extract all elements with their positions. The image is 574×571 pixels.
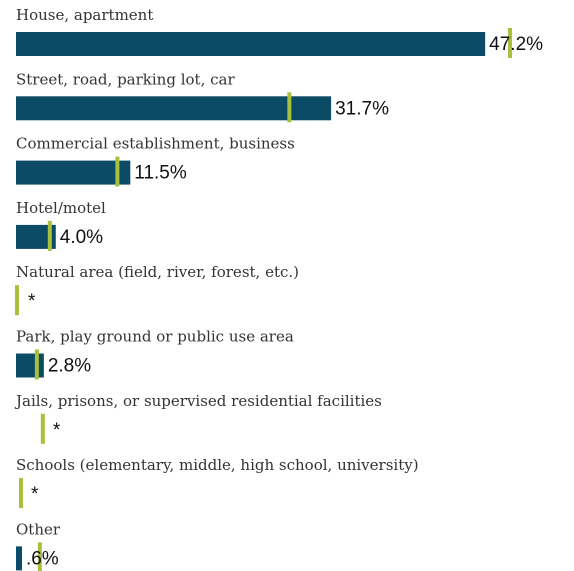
category-label: Commercial establishment, business	[16, 135, 295, 153]
value-label: 4.0%	[60, 227, 103, 248]
category-label: Park, play ground or public use area	[16, 328, 294, 346]
value-label: 31.7%	[335, 98, 389, 119]
marker	[40, 413, 45, 444]
category-label: Jails, prisons, or supervised residentia…	[14, 392, 382, 410]
category-label: Hotel/motel	[16, 199, 106, 217]
value-label: *	[31, 484, 39, 505]
marker	[34, 349, 39, 380]
category-label: House, apartment	[16, 6, 153, 24]
marker	[115, 156, 120, 187]
value-label: 47.2%	[489, 34, 543, 55]
category-label: Other	[16, 520, 61, 538]
value-label: *	[28, 291, 36, 312]
marker	[14, 285, 19, 316]
marker	[18, 478, 23, 509]
marker	[37, 542, 42, 571]
bar	[16, 32, 486, 56]
marker	[287, 92, 292, 123]
value-label: .6%	[26, 548, 59, 569]
bar	[16, 546, 22, 571]
value-label: 11.5%	[134, 163, 187, 184]
bar	[16, 353, 44, 378]
marker	[47, 220, 52, 251]
category-label: Schools (elementary, middle, high school…	[16, 456, 419, 474]
category-label: Natural area (field, river, forest, etc.…	[16, 263, 299, 281]
marker	[508, 28, 513, 58]
value-label: 2.8%	[48, 356, 91, 377]
value-label: *	[53, 420, 61, 441]
bar	[16, 160, 131, 185]
category-label: Street, road, parking lot, car	[16, 70, 235, 88]
bar	[16, 96, 332, 121]
